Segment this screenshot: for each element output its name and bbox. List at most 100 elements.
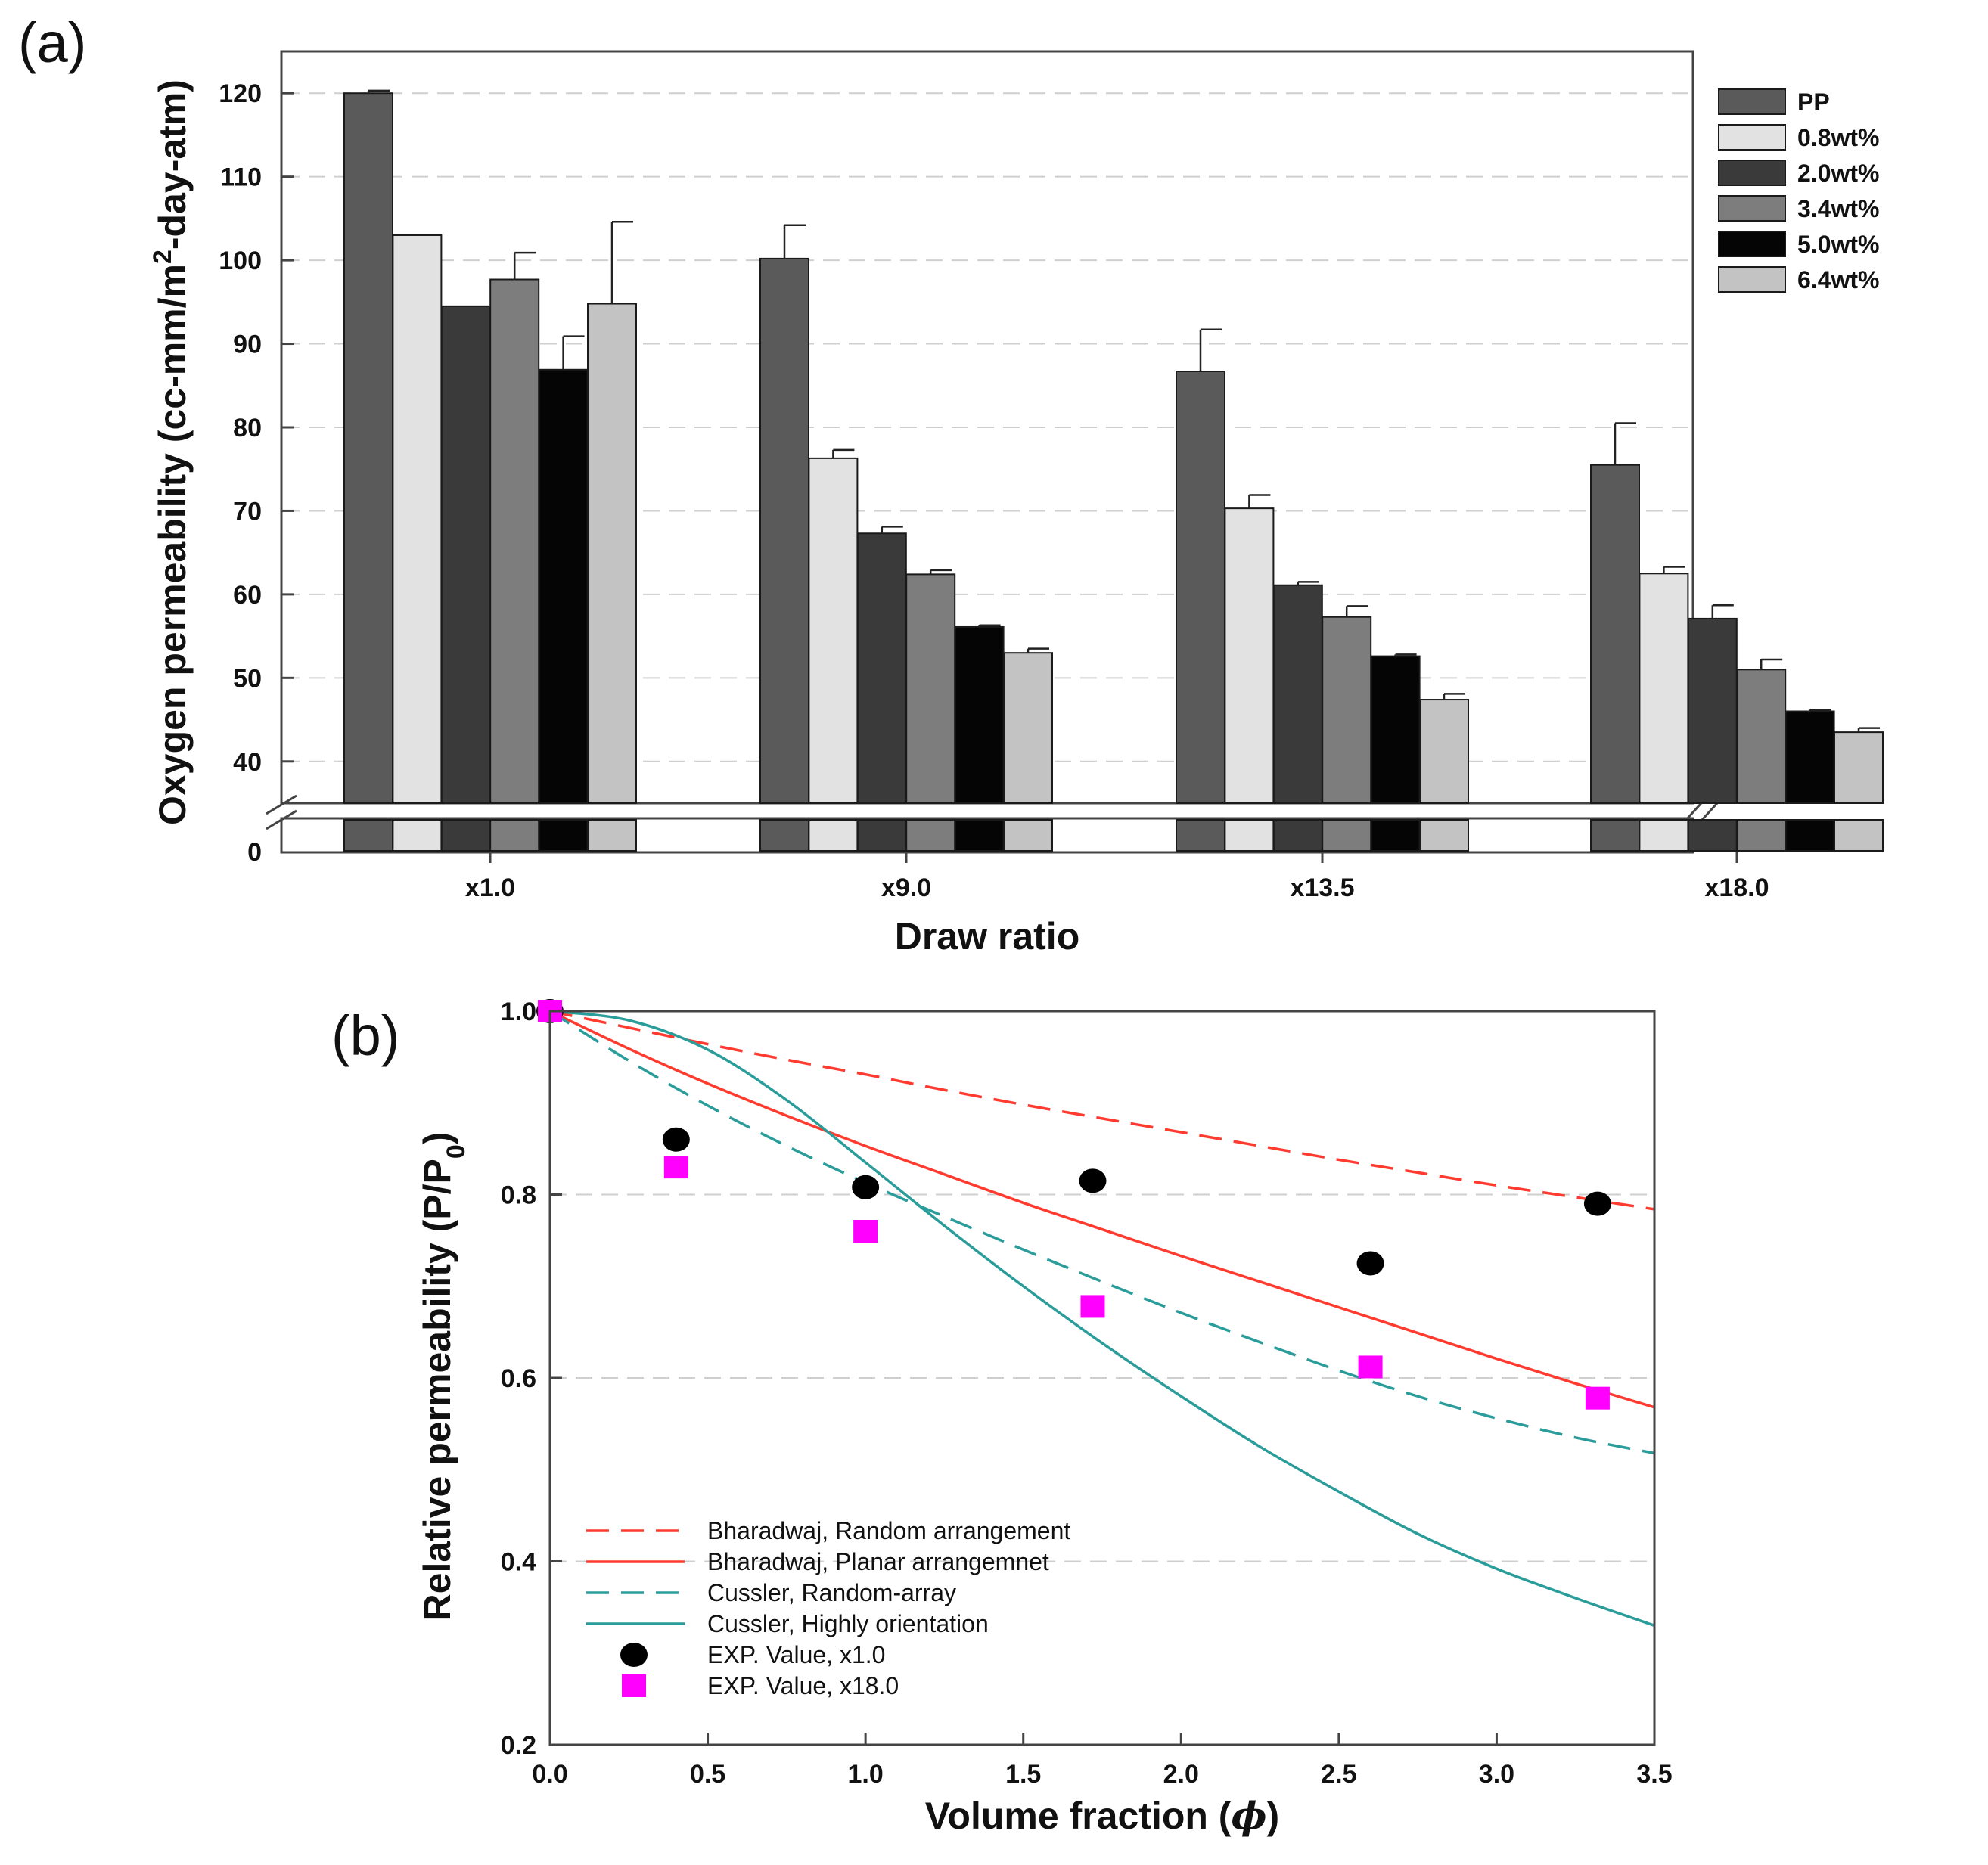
- bar-base: [440, 819, 491, 852]
- series-line: [550, 1011, 1654, 1628]
- data-point-x1: [1583, 1191, 1611, 1216]
- legend-label: Cussler, Highly orientation: [707, 1610, 989, 1637]
- bar-base: [343, 819, 393, 852]
- y-axis-title-a-main: Oxygen permeability (cc-mm/m: [151, 264, 194, 825]
- x-axis-title-b: Volume fraction (ϕ): [925, 1793, 1279, 1838]
- data-point-x18: [853, 1220, 878, 1243]
- chart-a: (a) 40 50 60 70 80 90 100 110 120 0 x1.0 x9.0 x13.…: [18, 11, 1884, 957]
- y-tick-label: 0.6: [501, 1364, 536, 1393]
- x-tick-label: x9.0: [881, 874, 931, 902]
- x-tick-label: 0.5: [690, 1760, 725, 1789]
- bar: [1224, 507, 1275, 804]
- data-point-x1: [1356, 1251, 1384, 1276]
- bar: [759, 257, 809, 804]
- data-point-x18: [1080, 1295, 1105, 1318]
- bar-base: [1419, 819, 1469, 852]
- data-point-x18: [1585, 1386, 1610, 1410]
- bar-base: [1176, 819, 1225, 852]
- bar-base: [1322, 819, 1372, 852]
- bar-base: [759, 819, 809, 852]
- legend-label: EXP. Value, x18.0: [707, 1672, 899, 1699]
- panel-label-b: (b): [331, 1004, 399, 1067]
- chart-b: (b) 0.2 0.4 0.6 0.8 1.0 0.0 0.5 1.0 1.5 2.0 2.5 3.…: [331, 998, 1673, 1838]
- x-tick-label: 1.0: [848, 1760, 884, 1789]
- y-break-tick-label-a: 0: [247, 838, 262, 867]
- legend-label: 0.8wt%: [1797, 124, 1879, 151]
- bar-base: [1687, 819, 1738, 852]
- legend-swatch: [1718, 195, 1786, 222]
- bar: [1272, 584, 1323, 804]
- bar: [1687, 617, 1738, 805]
- legend-label: PP: [1797, 88, 1830, 116]
- bar: [1176, 371, 1225, 805]
- y-tick-label: 0.2: [501, 1731, 536, 1760]
- bar: [1590, 464, 1640, 804]
- bar: [1834, 731, 1884, 804]
- legend-swatch: [1718, 231, 1786, 257]
- x-tick-label: 2.5: [1321, 1760, 1356, 1789]
- bar-base: [905, 819, 956, 852]
- data-point-x1: [852, 1175, 880, 1199]
- bar-base: [1590, 819, 1640, 852]
- bar-base: [489, 819, 540, 852]
- y-tick-label: 40: [233, 748, 262, 777]
- y-tick-label: 0.4: [501, 1548, 536, 1577]
- bar: [489, 278, 540, 805]
- series-line: [550, 1011, 1654, 1211]
- x-axis-title-a: Draw ratio: [895, 915, 1080, 957]
- y-tick-label: 80: [233, 414, 262, 442]
- bar-base: [954, 819, 1005, 852]
- bar-base: [808, 819, 859, 852]
- y-tick-label: 120: [219, 79, 262, 108]
- x-tick-label: 0.0: [532, 1760, 567, 1789]
- legend-marker: [620, 1643, 648, 1667]
- bar-base: [538, 819, 589, 852]
- legend-swatch: [1718, 88, 1786, 115]
- data-point-x18: [663, 1156, 688, 1179]
- legend-label: 3.4wt%: [1797, 195, 1879, 222]
- bar: [954, 625, 1005, 804]
- y-tick-label: 0.8: [501, 1181, 536, 1210]
- bar-base: [1370, 819, 1421, 852]
- y-tick-label: 60: [233, 581, 262, 610]
- legend-label: EXP. Value, x1.0: [707, 1641, 885, 1668]
- bar: [1785, 710, 1835, 804]
- legend-label: Bharadwaj, Planar arrangemnet: [707, 1548, 1049, 1575]
- legend-marker: [622, 1674, 646, 1697]
- bar-base: [1224, 819, 1275, 852]
- y-tick-label: 100: [219, 247, 262, 275]
- x-tick-label: 2.0: [1163, 1760, 1199, 1789]
- bar-base: [1639, 819, 1689, 852]
- data-point-x18: [1358, 1355, 1383, 1379]
- x-tick-label: 3.5: [1636, 1760, 1672, 1789]
- bar-base: [1003, 819, 1053, 852]
- y-axis-title-b-close: ): [416, 1132, 458, 1145]
- y-axis-title-b-subscript: 0: [442, 1144, 471, 1159]
- data-point-x1: [1079, 1168, 1107, 1193]
- bar: [808, 457, 859, 804]
- data-point-x1: [662, 1127, 690, 1152]
- y-tick-label: 50: [233, 664, 262, 693]
- x-tick-label: x18.0: [1704, 874, 1769, 902]
- bar: [538, 368, 589, 804]
- x-axis-title-b-main: Volume fraction (: [925, 1795, 1232, 1837]
- bar-base: [587, 819, 637, 852]
- x-axis-title-b-close: ): [1267, 1795, 1280, 1837]
- y-axis-title-a-unit: -day-atm): [151, 79, 194, 250]
- bar: [1322, 616, 1372, 804]
- legend-swatch: [1718, 160, 1786, 186]
- y-axis-title-a: Oxygen permeability (cc-mm/m2-day-atm): [148, 79, 194, 825]
- bar-base: [1272, 819, 1323, 852]
- y-tick-label: 90: [233, 330, 262, 359]
- x-tick-label: x13.5: [1290, 874, 1354, 902]
- legend-swatch: [1718, 266, 1786, 293]
- bar: [1736, 669, 1787, 804]
- legend-label: 6.4wt%: [1797, 266, 1879, 293]
- bar: [1419, 699, 1469, 804]
- legend-label: 5.0wt%: [1797, 231, 1879, 258]
- x-tick-label: 1.5: [1005, 1760, 1041, 1789]
- bar: [1639, 573, 1689, 804]
- legend-label: 2.0wt%: [1797, 160, 1879, 187]
- bar-base: [392, 819, 443, 852]
- bar: [856, 532, 907, 805]
